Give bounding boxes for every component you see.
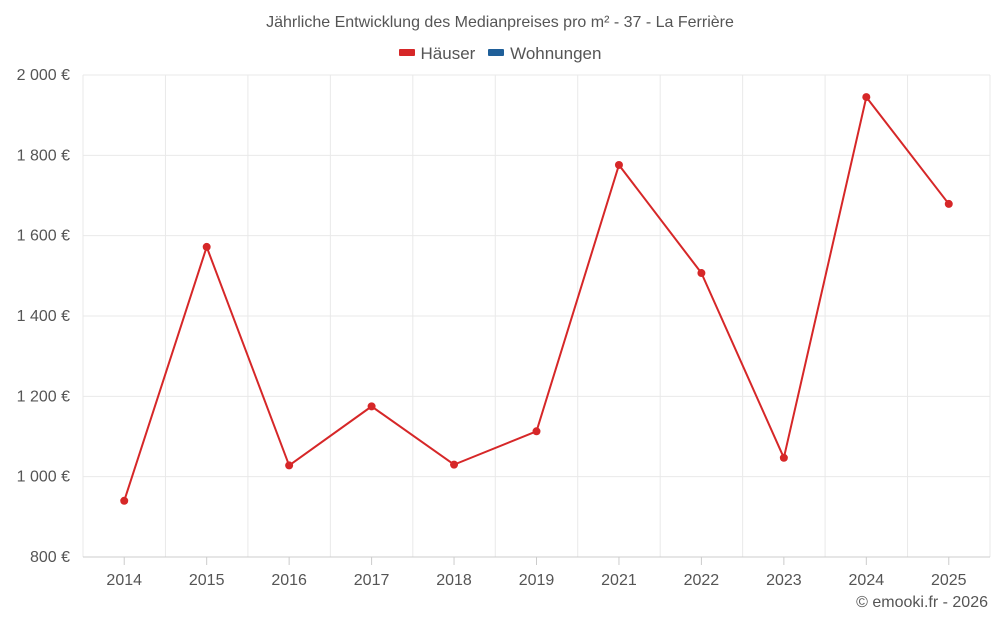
- data-point: [862, 93, 871, 102]
- x-tick-label: 2014: [106, 572, 142, 589]
- y-tick-label: 2 000 €: [17, 67, 70, 84]
- legend-label-houses: Häuser: [420, 44, 476, 63]
- legend: Häuser Wohnungen: [0, 44, 1000, 64]
- y-tick-label: 1 600 €: [17, 228, 70, 245]
- x-tick-label: 2023: [766, 572, 802, 589]
- data-point: [202, 242, 211, 251]
- data-point: [367, 402, 376, 411]
- data-point: [450, 460, 459, 469]
- x-tick-label: 2018: [436, 572, 472, 589]
- legend-item-houses[interactable]: Häuser: [398, 44, 476, 64]
- legend-item-apartments[interactable]: Wohnungen: [488, 44, 601, 64]
- x-tick-label: 2022: [684, 572, 720, 589]
- y-tick-label: 800 €: [30, 549, 70, 566]
- x-tick-label: 2021: [601, 572, 637, 589]
- legend-swatch-apartments: [488, 49, 505, 56]
- data-point: [944, 199, 953, 208]
- legend-label-apartments: Wohnungen: [510, 44, 602, 63]
- data-point: [120, 496, 129, 505]
- y-tick-label: 1 800 €: [17, 147, 70, 164]
- data-point: [779, 453, 788, 462]
- data-point: [285, 461, 294, 470]
- x-tick-label: 2025: [931, 572, 967, 589]
- x-tick-label: 2015: [189, 572, 225, 589]
- x-tick-label: 2016: [271, 572, 307, 589]
- x-tick-label: 2017: [354, 572, 390, 589]
- y-tick-label: 1 400 €: [17, 308, 70, 325]
- data-point: [532, 427, 541, 436]
- credit-text: © emooki.fr - 2026: [856, 594, 988, 611]
- data-point: [697, 269, 706, 278]
- data-point: [614, 160, 623, 169]
- x-tick-label: 2019: [519, 572, 555, 589]
- y-tick-label: 1 200 €: [17, 388, 70, 405]
- legend-swatch-houses: [398, 49, 415, 56]
- chart-title: Jährliche Entwicklung des Medianpreises …: [266, 14, 734, 31]
- y-tick-label: 1 000 €: [17, 469, 70, 486]
- x-tick-label: 2024: [849, 572, 885, 589]
